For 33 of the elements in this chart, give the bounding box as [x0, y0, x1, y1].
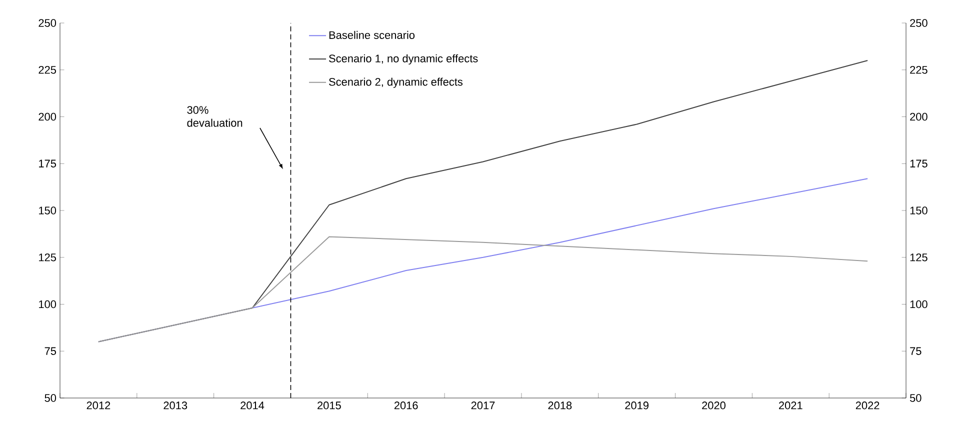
- y-tick-label: 250: [38, 19, 56, 27]
- y2-tick-label: 200: [910, 112, 928, 121]
- y2-tick-label: 225: [910, 66, 928, 74]
- y-tick-label: 200: [38, 112, 56, 121]
- y-tick-label: 50: [44, 394, 56, 402]
- legend-label: Scenario 2, dynamic effects: [329, 78, 463, 88]
- y-tick-label: 75: [44, 347, 56, 355]
- x-tick-label: 2012: [86, 402, 110, 410]
- y-tick-label: 125: [39, 254, 56, 262]
- y-tick-label: 175: [39, 160, 56, 168]
- legend-label: Scenario 1, no dynamic effects: [329, 54, 478, 65]
- x-tick-label: 2018: [548, 402, 572, 410]
- y-tick-label: 150: [39, 206, 56, 214]
- x-tick-label: 2021: [779, 402, 802, 410]
- x-tick-label: 2020: [702, 402, 726, 410]
- annotation: 30% devaluation: [187, 106, 242, 127]
- y2-tick-label: 50: [910, 394, 922, 402]
- y2-tick-label: 125: [910, 254, 928, 262]
- legend-label: Baseline scenario: [329, 30, 415, 39]
- y2-tick-label: 100: [910, 300, 928, 308]
- y2-tick-label: 150: [910, 206, 928, 214]
- x-tick-label: 2022: [856, 402, 880, 410]
- x-tick-label: 2016: [394, 402, 418, 410]
- y2-tick-label: 75: [910, 347, 922, 355]
- x-tick-label: 2019: [625, 402, 648, 410]
- y2-tick-label: 250: [910, 19, 928, 27]
- y-tick-label: 225: [38, 66, 56, 74]
- y2-tick-label: 175: [910, 160, 928, 168]
- y-tick-label: 100: [39, 300, 56, 308]
- x-tick-label: 2013: [164, 402, 188, 410]
- x-tick-label: 2014: [240, 402, 264, 410]
- x-tick-label: 2017: [471, 402, 495, 410]
- x-tick-label: 2015: [318, 402, 341, 410]
